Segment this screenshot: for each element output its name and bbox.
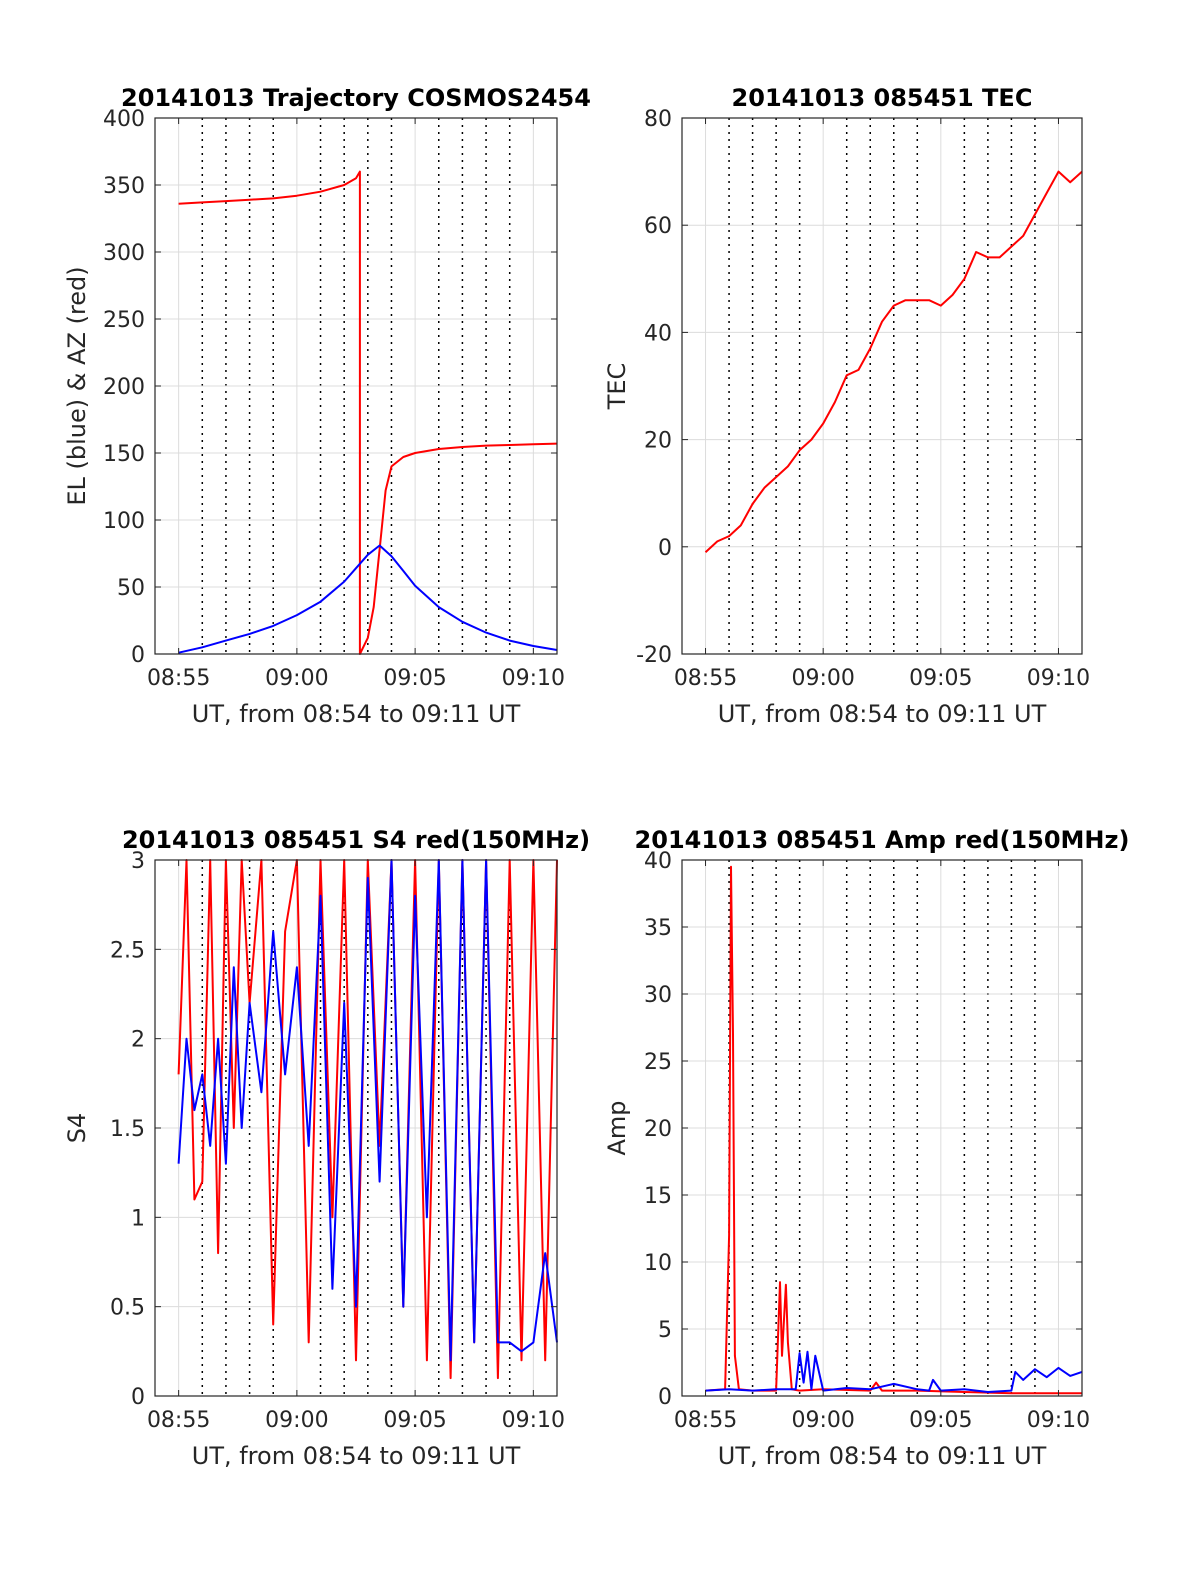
x-axis-label: UT, from 08:54 to 09:11 UT: [718, 700, 1047, 728]
series-line-2: [705, 1350, 1083, 1393]
y-tick-label: 250: [103, 308, 145, 333]
y-tick-label: 25: [644, 1050, 672, 1075]
y-tick-label: 0: [658, 1385, 672, 1410]
x-axis-label: UT, from 08:54 to 09:11 UT: [192, 1442, 521, 1470]
subplot-1: 08:55 09:00 09:05 09:10 0 50 100 150 200 250 300 35…: [63, 84, 591, 728]
x-tick-label: 08:55: [674, 1408, 737, 1433]
y-tick-label: 20: [644, 1117, 672, 1142]
y-axis-label: EL (blue) & AZ (red): [63, 266, 91, 505]
x-tick-label: 09:00: [265, 666, 328, 691]
x-tick-label: 09:05: [383, 666, 446, 691]
subplot-4: 08:55 09:00 09:05 09:10 0 5 10 15 20 25 30 35 402014…: [603, 826, 1129, 1470]
y-tick-label: 35: [644, 916, 672, 941]
y-tick-label: 150: [103, 442, 145, 467]
y-tick-label: 100: [103, 509, 145, 534]
series-line-2: [177, 859, 558, 1362]
y-tick-label: 0: [658, 536, 672, 561]
x-axis-label: UT, from 08:54 to 09:11 UT: [192, 700, 521, 728]
x-tick-label: 09:05: [383, 1408, 446, 1433]
chart-title: 20141013 085451 Amp red(150MHz): [635, 826, 1130, 854]
x-tick-label: 09:05: [909, 666, 972, 691]
y-tick-label: 15: [644, 1184, 672, 1209]
chart-title: 20141013 085451 TEC: [732, 84, 1033, 112]
y-tick-label: 2: [131, 1028, 145, 1053]
y-tick-label: 200: [103, 375, 145, 400]
y-tick-label: 50: [117, 576, 145, 601]
subplot-3: 08:55 09:00 09:05 09:10 0 0.5 1 1.5 2 2.5 32014101…: [63, 826, 590, 1470]
y-tick-label: 1.5: [110, 1117, 145, 1142]
y-tick-label: 60: [644, 214, 672, 239]
y-tick-label: 40: [644, 321, 672, 346]
x-tick-label: 08:55: [147, 1408, 210, 1433]
subplot-2: 08:55 09:00 09:05 09:10 -20 0 20 40 60 80 20141013…: [603, 84, 1090, 728]
y-axis-label: TEC: [603, 363, 631, 411]
series-line-2: [178, 544, 558, 654]
y-tick-label: 5: [658, 1318, 672, 1343]
x-tick-label: 09:10: [1027, 666, 1090, 691]
x-tick-label: 09:10: [1027, 1408, 1090, 1433]
y-axis-label: S4: [63, 1113, 91, 1144]
chart-title: 20141013 Trajectory COSMOS2454: [121, 84, 591, 112]
y-tick-label: 400: [103, 107, 145, 132]
y-tick-label: 30: [644, 983, 672, 1008]
x-tick-label: 09:10: [502, 1408, 565, 1433]
y-tick-label: 1: [131, 1206, 145, 1231]
axes-box: [681, 117, 1083, 655]
y-tick-label: 3: [131, 849, 145, 874]
x-tick-label: 09:00: [791, 666, 854, 691]
y-tick-label: 20: [644, 429, 672, 454]
y-tick-label: 0: [131, 1385, 145, 1410]
y-tick-label: 350: [103, 174, 145, 199]
y-tick-label: 80: [644, 107, 672, 132]
x-tick-label: 08:55: [147, 666, 210, 691]
x-tick-label: 09:00: [265, 1408, 328, 1433]
series-line-1: [178, 170, 558, 655]
y-tick-label: 0.5: [110, 1296, 145, 1321]
series-line-1: [704, 170, 1083, 553]
chart-title: 20141013 085451 S4 red(150MHz): [122, 826, 590, 854]
x-tick-label: 09:10: [502, 666, 565, 691]
x-tick-label: 09:00: [791, 1408, 854, 1433]
x-tick-label: 09:05: [909, 1408, 972, 1433]
x-axis-label: UT, from 08:54 to 09:11 UT: [718, 1442, 1047, 1470]
y-tick-label: 10: [644, 1251, 672, 1276]
y-tick-label: 0: [131, 643, 145, 668]
x-tick-label: 08:55: [674, 666, 737, 691]
y-axis-label: Amp: [603, 1100, 631, 1155]
y-tick-label: 2.5: [110, 938, 145, 963]
y-tick-label: 40: [644, 849, 672, 874]
y-tick-label: 300: [103, 241, 145, 266]
y-tick-label: -20: [636, 643, 672, 668]
